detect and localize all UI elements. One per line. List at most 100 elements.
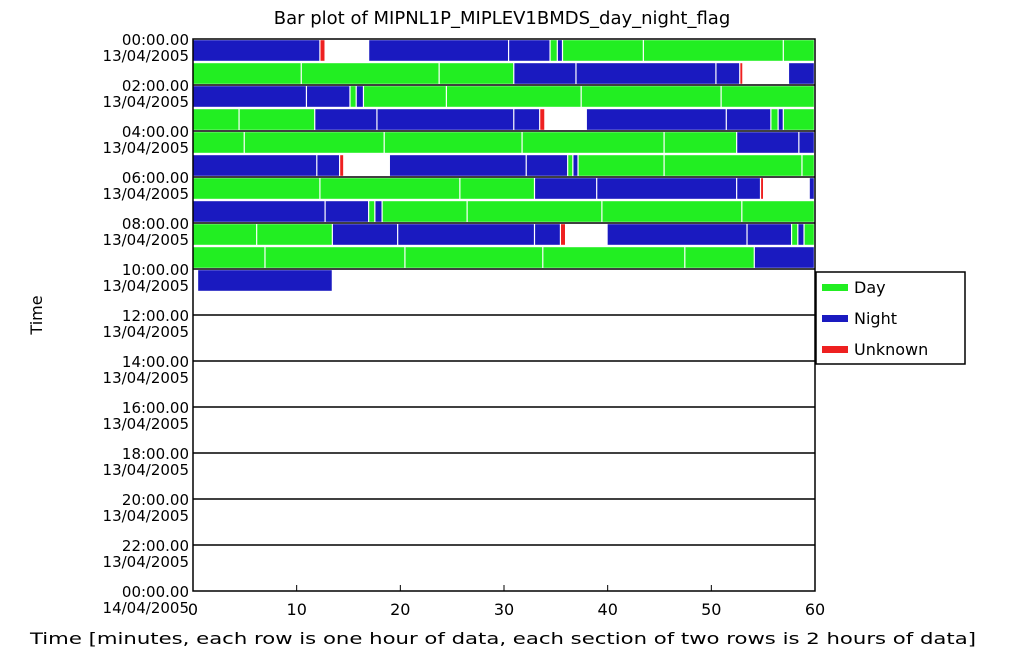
- bar-segment-day: [193, 224, 257, 245]
- bar-segment-night: [193, 201, 325, 222]
- y-axis-label: Time: [27, 295, 46, 335]
- bar-segment-day: [721, 86, 814, 107]
- bars-layer: [193, 40, 814, 291]
- y-tick-label-date: 13/04/2005: [103, 507, 189, 525]
- bar-segment-day: [369, 201, 375, 222]
- bar-segment-night: [716, 63, 740, 84]
- bar-segment-day: [563, 40, 643, 61]
- bar-segment-night: [369, 40, 508, 61]
- bar-segment-night: [509, 40, 550, 61]
- bar-segment-night: [597, 178, 737, 199]
- chart-title: Bar plot of MIPNL1P_MIPLEV1BMDS_day_nigh…: [274, 8, 731, 29]
- bar-segment-night: [325, 201, 369, 222]
- bar-segment-night: [377, 109, 514, 130]
- legend-swatch-day: [822, 284, 848, 291]
- bar-segment-night: [193, 86, 306, 107]
- legend-label-day: Day: [854, 278, 886, 297]
- bar-segment-day: [578, 155, 664, 176]
- y-tick-label-time: 08:00.00: [122, 215, 189, 233]
- y-tick-label-time: 06:00.00: [122, 169, 189, 187]
- bar-segment-day: [244, 132, 384, 153]
- bar-segment-day: [643, 40, 783, 61]
- bar-segment-day: [581, 86, 721, 107]
- bar-segment-day: [405, 247, 543, 268]
- y-tick-label-date: 14/04/2005: [103, 599, 189, 617]
- x-tick-label: 0: [188, 600, 198, 619]
- bar-segment-night: [315, 109, 377, 130]
- bar-segment-day: [350, 86, 356, 107]
- y-tick-label-time: 10:00.00: [122, 261, 189, 279]
- bar-segment-night: [356, 86, 363, 107]
- y-tick-label-date: 13/04/2005: [103, 185, 189, 203]
- bar-segment-day: [301, 63, 439, 84]
- y-tick-label-date: 13/04/2005: [103, 415, 189, 433]
- bar-segment-night: [789, 63, 814, 84]
- bar-segment-day: [364, 86, 446, 107]
- bar-segment-night: [514, 63, 576, 84]
- bar-segment-day: [685, 247, 754, 268]
- x-ticks: 0 10 20 30 40 50 60: [188, 585, 825, 619]
- x-tick-label: 60: [805, 600, 825, 619]
- x-tick-label: 20: [390, 600, 410, 619]
- y-tick-label-date: 13/04/2005: [103, 553, 189, 571]
- bar-segment-day: [439, 63, 514, 84]
- bar-segment-day: [802, 155, 814, 176]
- bar-segment-night: [389, 155, 526, 176]
- bar-segment-day: [320, 178, 460, 199]
- bar-segment-day: [771, 109, 778, 130]
- y-tick-label-time: 14:00.00: [122, 353, 189, 371]
- bar-segment-night: [398, 224, 534, 245]
- x-tick-label: 50: [701, 600, 721, 619]
- bar-segment-day: [550, 40, 557, 61]
- bar-segment-night: [799, 132, 814, 153]
- bar-segment-night: [307, 86, 350, 107]
- y-tick-label-date: 13/04/2005: [103, 231, 189, 249]
- y-tick-label-date: 13/04/2005: [103, 461, 189, 479]
- bar-segment-day: [792, 224, 798, 245]
- bar-segment-night: [798, 224, 804, 245]
- bar-segment-night: [747, 224, 791, 245]
- section-lines: [193, 84, 815, 546]
- bar-segment-day: [804, 224, 814, 245]
- y-tick-label-date: 13/04/2005: [103, 93, 189, 111]
- bar-segment-night: [535, 178, 597, 199]
- x-tick-label: 10: [287, 600, 307, 619]
- legend: Day Night Unknown: [815, 271, 966, 365]
- bar-segment-day: [602, 201, 742, 222]
- y-tick-labels: 00:00.0013/04/200502:00.0013/04/200504:0…: [103, 31, 189, 617]
- bar-segment-day: [783, 40, 814, 61]
- bar-segment-unknown: [340, 155, 344, 176]
- bar-segment-night: [317, 155, 340, 176]
- bar-segment-night: [526, 155, 568, 176]
- bar-segment-night: [193, 40, 320, 61]
- bar-segment-day: [783, 109, 814, 130]
- bar-segment-night: [809, 178, 814, 199]
- bar-segment-day: [193, 178, 320, 199]
- bar-segment-unknown: [540, 109, 545, 130]
- y-tick-label-time: 04:00.00: [122, 123, 189, 141]
- bar-segment-day: [265, 247, 405, 268]
- bar-segment-unknown: [320, 40, 325, 61]
- legend-swatch-night: [822, 315, 848, 322]
- bar-segment-night: [586, 109, 726, 130]
- bar-segment-night: [557, 40, 562, 61]
- bar-segment-day: [742, 201, 814, 222]
- y-tick-label-date: 13/04/2005: [103, 47, 189, 65]
- bar-segment-day: [193, 109, 239, 130]
- bar-segment-night: [778, 109, 783, 130]
- bar-segment-night: [737, 178, 760, 199]
- bar-segment-day: [239, 109, 315, 130]
- bar-segment-day: [193, 132, 244, 153]
- bar-segment-night: [726, 109, 771, 130]
- bar-segment-night: [193, 155, 317, 176]
- bar-segment-night: [514, 109, 540, 130]
- bar-segment-night: [576, 63, 716, 84]
- bar-segment-day: [446, 86, 581, 107]
- y-tick-label-time: 18:00.00: [122, 445, 189, 463]
- bar-segment-day: [568, 155, 573, 176]
- y-tick-label-time: 02:00.00: [122, 77, 189, 95]
- bar-segment-night: [375, 201, 382, 222]
- bar-segment-day: [460, 178, 534, 199]
- bar-segment-night: [535, 224, 560, 245]
